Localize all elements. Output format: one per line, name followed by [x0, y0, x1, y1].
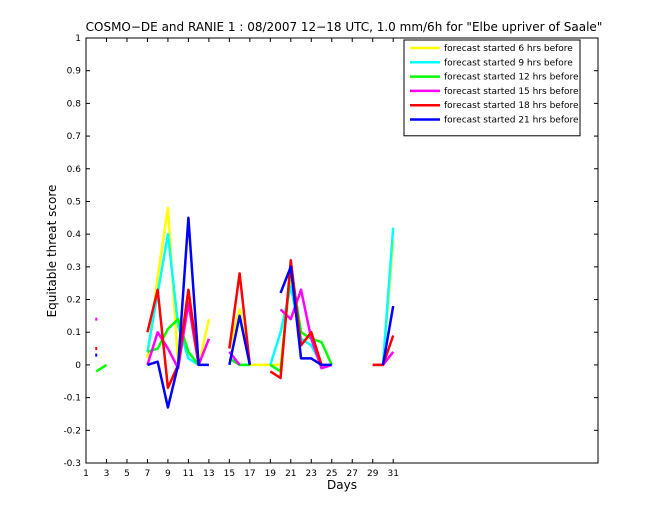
x-axis-label: Days [327, 478, 357, 492]
x-tick-label: 23 [306, 469, 317, 479]
y-tick-label: -0.2 [63, 426, 81, 436]
legend-entry: forecast started 15 hrs before [444, 87, 579, 97]
series-layer [95, 206, 395, 409]
x-tick-label: 27 [347, 469, 358, 479]
legend-entry: forecast started 21 hrs before [444, 116, 579, 126]
series-line [381, 305, 395, 366]
chart-title: COSMO−DE and RANIE 1 : 08/2007 12−18 UTC… [86, 20, 603, 34]
y-tick-label: 0.9 [67, 67, 82, 77]
legend-entry: forecast started 6 hrs before [444, 44, 573, 54]
series-line [146, 288, 200, 390]
y-axis-label: Equitable threat score [45, 185, 59, 318]
x-tick-label: 21 [285, 469, 296, 479]
series-line [279, 288, 333, 370]
x-tick-label: 1 [83, 469, 89, 479]
x-tick-label: 5 [124, 469, 130, 479]
series-line [95, 363, 108, 373]
legend-entry: forecast started 18 hrs before [444, 101, 579, 111]
series-line [146, 232, 200, 366]
series-line [228, 272, 252, 366]
series-line [228, 314, 252, 366]
y-tick-label: 0.5 [67, 197, 81, 207]
y-tick-label: 0.4 [67, 230, 82, 240]
legend-entry: forecast started 12 hrs before [444, 73, 579, 83]
y-tick-label: 0.6 [67, 165, 82, 175]
x-tick-label: 7 [145, 469, 151, 479]
y-tick-label: 0.1 [67, 328, 81, 338]
x-tick-label: 9 [165, 469, 171, 479]
y-tick-label: 0.8 [67, 99, 82, 109]
axis-ticks: 1 3 5 7 9 11 13 15 17 19 21 23 25 27 29 31-0.3-0.2-0.10… [63, 34, 598, 479]
y-tick-label: 0 [75, 361, 81, 371]
x-tick-label: 3 [104, 469, 110, 479]
y-tick-label: 0.7 [67, 132, 81, 142]
x-tick-label: 13 [203, 469, 214, 479]
x-tick-label: 19 [265, 469, 277, 479]
plot-frame [85, 37, 599, 464]
x-tick-label: 31 [387, 469, 398, 479]
y-tick-label: 0.2 [67, 296, 81, 306]
y-tick-label: -0.3 [63, 459, 81, 469]
y-tick-label: 1 [75, 34, 81, 44]
series-line [279, 265, 332, 367]
y-tick-label: -0.1 [63, 394, 81, 404]
series-line [147, 317, 200, 366]
x-tick-label: 11 [183, 469, 194, 479]
series-line [147, 216, 209, 409]
legend: forecast started 6 hrs before forecast st… [403, 39, 581, 137]
x-tick-label: 17 [244, 469, 255, 479]
legend-entry: forecast started 9 hrs before [444, 58, 573, 68]
x-tick-label: 15 [224, 469, 235, 479]
x-tick-label: 25 [326, 469, 337, 479]
y-tick-label: 0.3 [67, 263, 81, 273]
series-6 [147, 216, 395, 409]
x-tick-label: 29 [367, 469, 379, 479]
